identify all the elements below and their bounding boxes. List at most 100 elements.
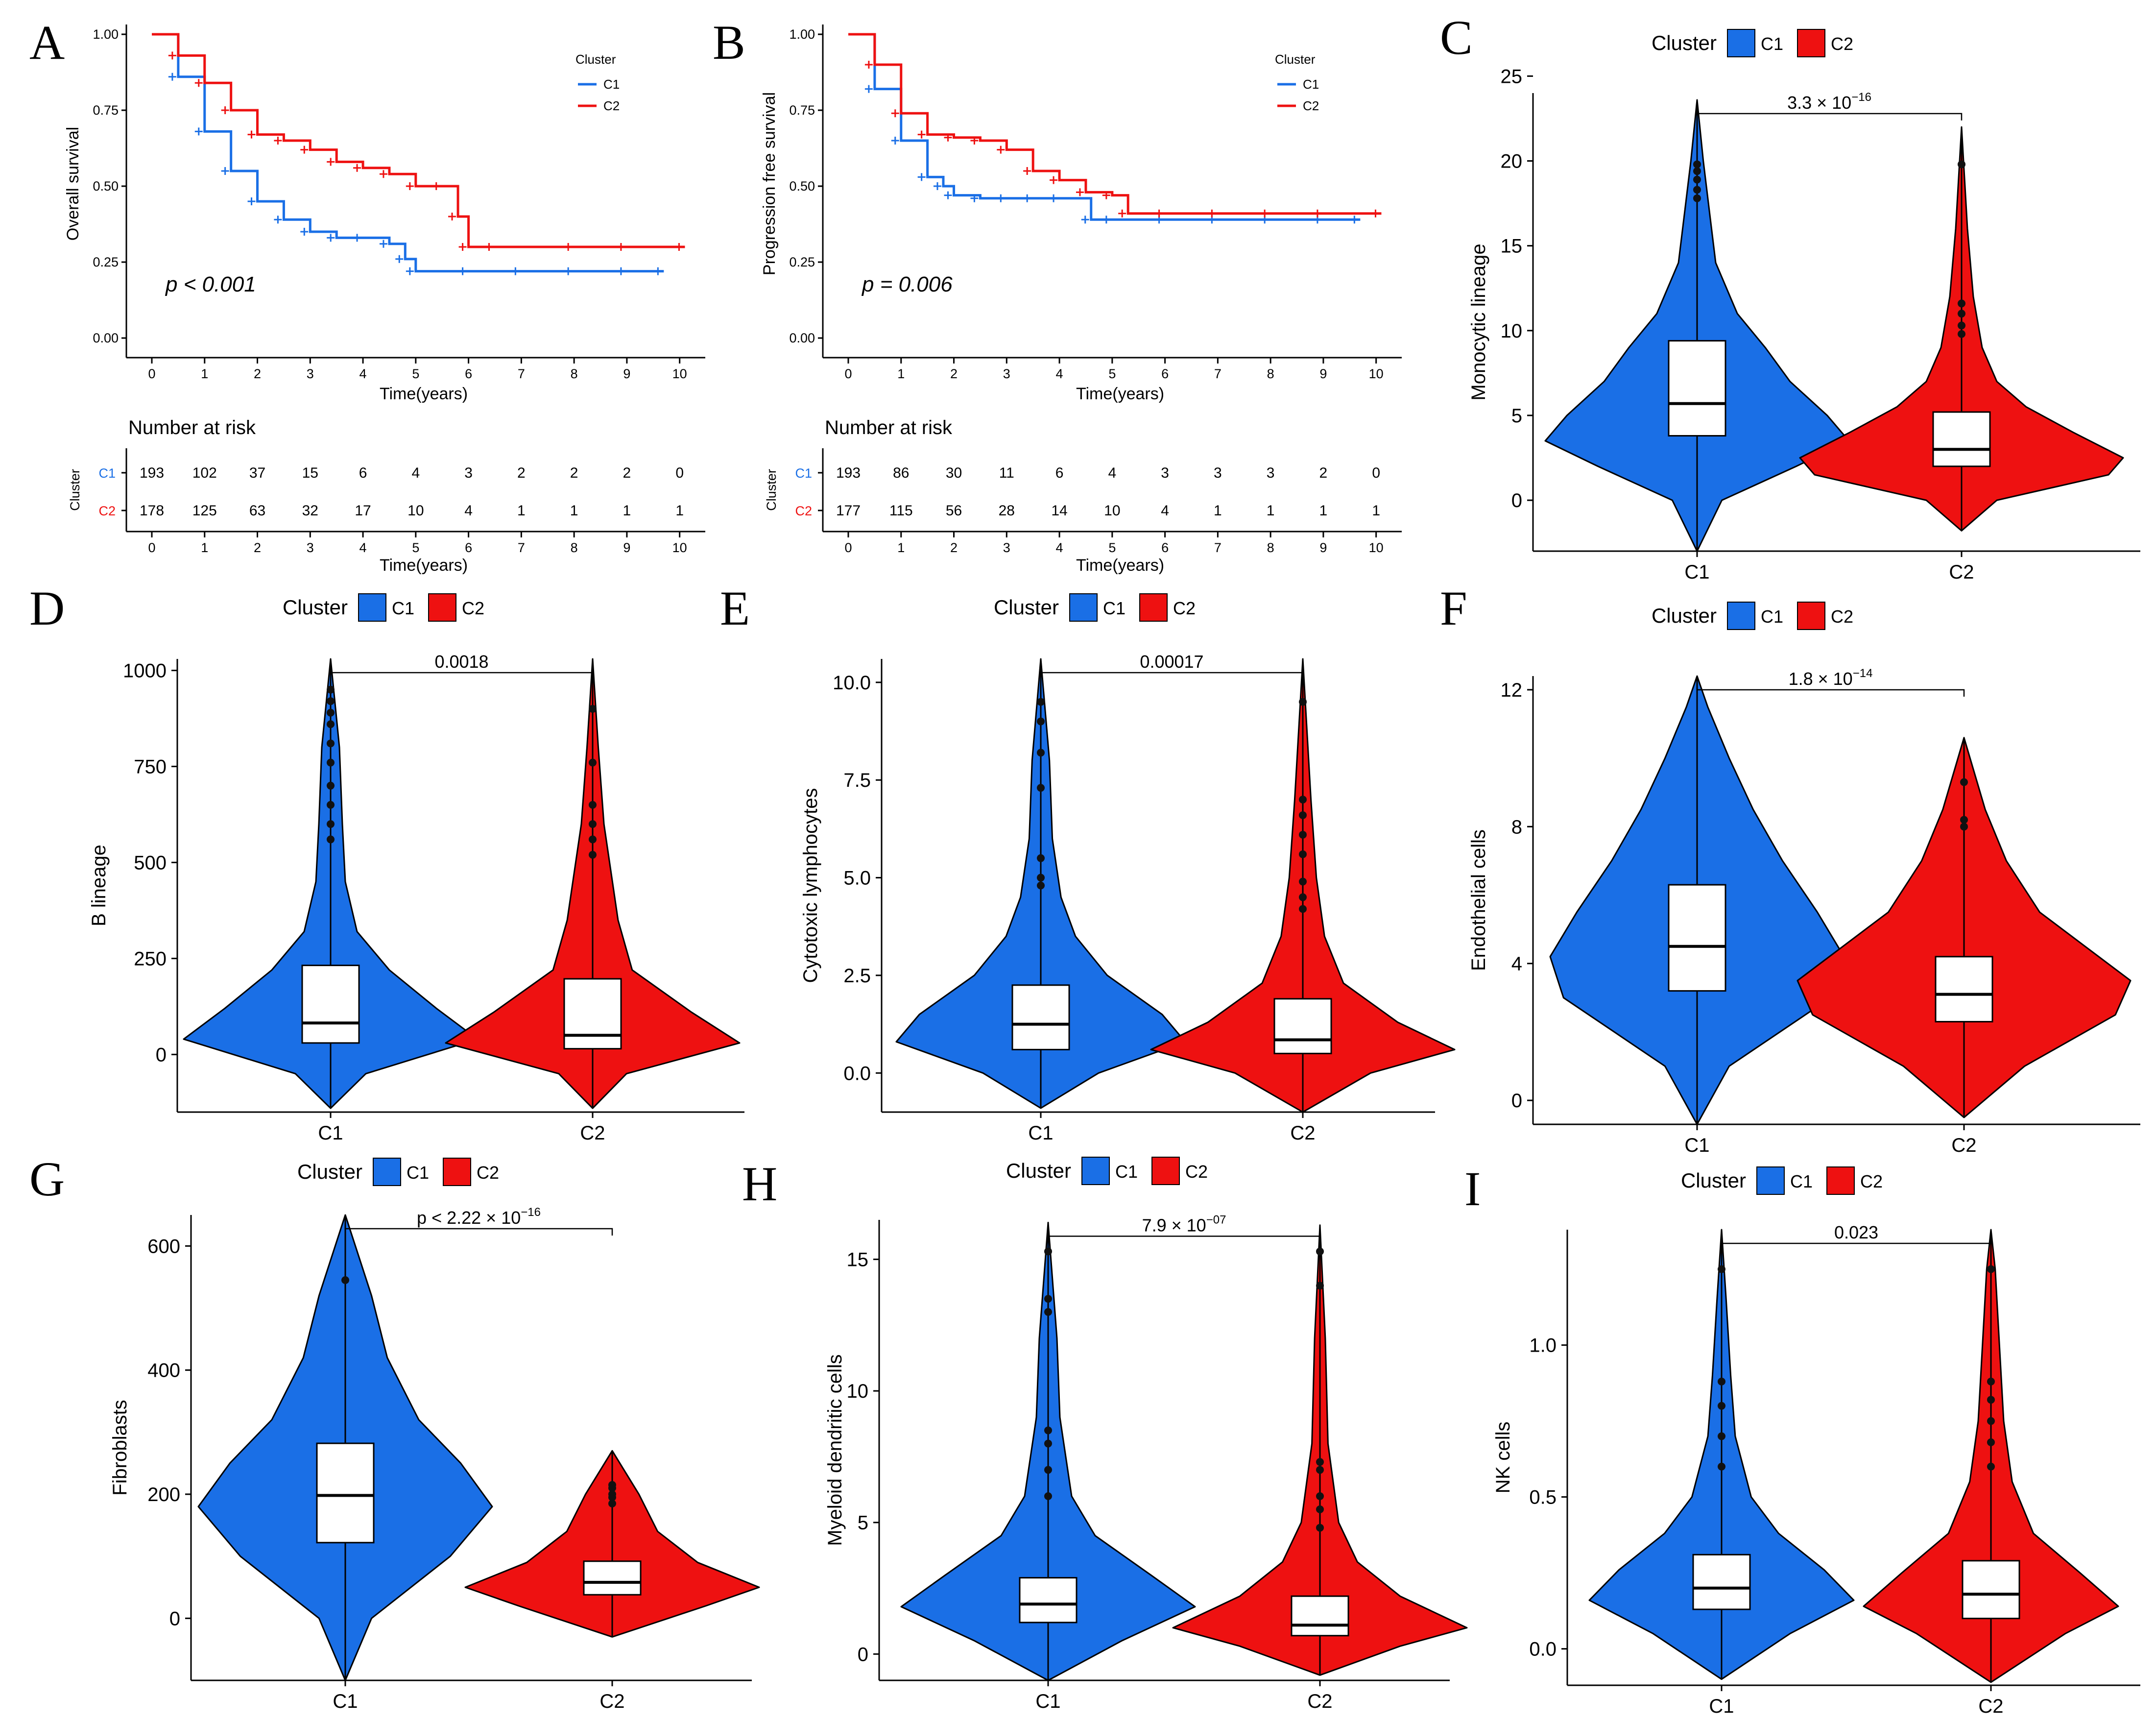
legend-title: Cluster bbox=[297, 1160, 362, 1183]
x-tick-label: 2 bbox=[254, 366, 261, 381]
x-tick-label: C2 bbox=[1949, 561, 1974, 583]
risk-count: 17 bbox=[355, 503, 371, 519]
censor-mark-c2 bbox=[353, 164, 361, 172]
censor-mark-c1 bbox=[379, 240, 387, 248]
outlier-point-c2 bbox=[1299, 877, 1307, 886]
censor-mark-c2 bbox=[300, 146, 309, 154]
outlier-point-c1 bbox=[1718, 1432, 1725, 1440]
y-tick-label: 0 bbox=[1511, 1090, 1522, 1112]
outlier-point-c2 bbox=[1958, 160, 1965, 169]
legend-swatch-c1 bbox=[373, 1158, 401, 1186]
legend-swatch-c2 bbox=[428, 593, 456, 622]
y-tick-label: 200 bbox=[147, 1484, 180, 1505]
risk-x-tick-label: 6 bbox=[1161, 540, 1169, 555]
y-axis-title: Monocytic lineage bbox=[1468, 243, 1489, 400]
outlier-point-c1 bbox=[1037, 749, 1045, 757]
x-tick-label: 8 bbox=[1267, 366, 1274, 381]
outlier-point-c2 bbox=[608, 1490, 616, 1498]
risk-x-tick-label: 9 bbox=[1319, 540, 1327, 555]
risk-count: 10 bbox=[1104, 503, 1120, 519]
panel-letter-i: I bbox=[1464, 1162, 1481, 1216]
risk-count: 2 bbox=[623, 465, 631, 481]
censor-mark-c2 bbox=[564, 243, 573, 251]
legend-swatch-c2 bbox=[1826, 1166, 1855, 1195]
risk-x-tick-label: 4 bbox=[359, 540, 367, 555]
significance-bracket bbox=[1040, 672, 1304, 679]
outlier-point-c2 bbox=[1987, 1265, 1995, 1273]
risk-count: 0 bbox=[1372, 465, 1380, 481]
risk-count: 0 bbox=[675, 465, 684, 481]
outlier-point-c2 bbox=[1987, 1396, 1995, 1404]
y-axis-title-b: Progression free survival bbox=[760, 92, 779, 275]
outlier-point-c2 bbox=[1316, 1524, 1324, 1532]
km-plot-area-a: 0.00 0.25 0.50 0.75 1.00 0 1 2 3 4 5 6 7 8 9 10 bbox=[93, 24, 705, 381]
censor-mark-c2 bbox=[221, 106, 229, 114]
x-tick-label: C2 bbox=[1307, 1691, 1332, 1712]
outlier-point-c1 bbox=[1044, 1308, 1052, 1316]
risk-count: 2 bbox=[517, 465, 526, 481]
risk-count: 10 bbox=[407, 503, 424, 519]
censor-mark-c1 bbox=[933, 182, 941, 190]
y-tick-label: 15 bbox=[1501, 236, 1523, 257]
risk-count: 15 bbox=[302, 465, 318, 481]
y-tick-label: 250 bbox=[134, 948, 167, 970]
significance-bracket bbox=[1721, 1242, 1992, 1250]
significance-exponent: −16 bbox=[521, 1206, 541, 1219]
outlier-point-c2 bbox=[1316, 1282, 1324, 1290]
outlier-point-c1 bbox=[1044, 1466, 1052, 1474]
y-tick-label: 600 bbox=[147, 1236, 180, 1257]
outlier-point-c2 bbox=[1299, 830, 1307, 839]
significance-label: 1.8 × 10−14 bbox=[1789, 667, 1873, 689]
panel-letter-e: E bbox=[720, 581, 750, 635]
y-tick-label: 0 bbox=[858, 1644, 868, 1665]
risk-x-tick-label: 2 bbox=[254, 540, 261, 555]
outlier-point-c2 bbox=[1316, 1505, 1324, 1513]
risk-x-tick-label: 8 bbox=[571, 540, 578, 555]
y-tick-label: 500 bbox=[134, 852, 167, 874]
y-tick-label: 5.0 bbox=[843, 868, 871, 889]
panel-letter-c: C bbox=[1440, 10, 1473, 65]
significance-bracket bbox=[1047, 1236, 1321, 1243]
risk-count: 2 bbox=[1319, 465, 1328, 481]
y-tick-label: 0 bbox=[1511, 490, 1522, 511]
y-axis-title: Endothelial cells bbox=[1468, 829, 1489, 971]
censor-mark-c2 bbox=[1050, 176, 1058, 184]
legend-swatch-c1 bbox=[358, 593, 386, 622]
y-tick-label: 5 bbox=[1511, 405, 1522, 427]
censor-mark-c2 bbox=[448, 213, 456, 220]
censor-mark-c1 bbox=[1081, 216, 1089, 224]
y-tick-label: 10.0 bbox=[833, 672, 871, 694]
boxplot-box-c2 bbox=[1935, 956, 1993, 1022]
censor-mark-c2 bbox=[168, 51, 176, 60]
censor-mark-c2 bbox=[247, 130, 256, 139]
x-tick-label: 10 bbox=[1369, 366, 1384, 381]
significance-bracket bbox=[1696, 689, 1965, 697]
legend-label-c1: C1 bbox=[407, 1163, 429, 1183]
censor-mark-c1 bbox=[353, 234, 361, 242]
legend-label-c1: C1 bbox=[1103, 598, 1126, 618]
outlier-point-c2 bbox=[1958, 299, 1965, 308]
y-tick-label: 25 bbox=[1501, 66, 1523, 87]
panel-c: C Cluster C1 C2 0 5 10 15 20 25 Monocytic lineage C… bbox=[1440, 10, 2140, 583]
y-axis-title: NK cells bbox=[1492, 1422, 1514, 1494]
censor-mark-c2 bbox=[1208, 209, 1216, 218]
risk-count: 6 bbox=[359, 465, 367, 481]
x-tick-label: 9 bbox=[1319, 366, 1327, 381]
risk-count: 125 bbox=[192, 503, 217, 519]
censor-mark-c2 bbox=[1076, 188, 1084, 196]
y-tick-label: 0.25 bbox=[93, 255, 119, 269]
censor-mark-c2 bbox=[1261, 209, 1269, 218]
outlier-point-c2 bbox=[1299, 850, 1307, 858]
outlier-point-c1 bbox=[327, 697, 335, 705]
risk-count: 1 bbox=[1319, 503, 1328, 519]
risk-count: 193 bbox=[836, 465, 861, 481]
boxplot-box-c1 bbox=[1011, 984, 1070, 1050]
outlier-point-c1 bbox=[1718, 1462, 1725, 1471]
outlier-point-c1 bbox=[1037, 698, 1045, 706]
outlier-point-c2 bbox=[1299, 698, 1307, 706]
y-tick-label: 5 bbox=[858, 1512, 868, 1534]
x-tick-label: 1 bbox=[201, 366, 208, 381]
censor-mark-c1 bbox=[327, 234, 335, 242]
legend-swatch-c1 bbox=[1069, 593, 1098, 622]
censor-mark-c1 bbox=[395, 255, 404, 263]
